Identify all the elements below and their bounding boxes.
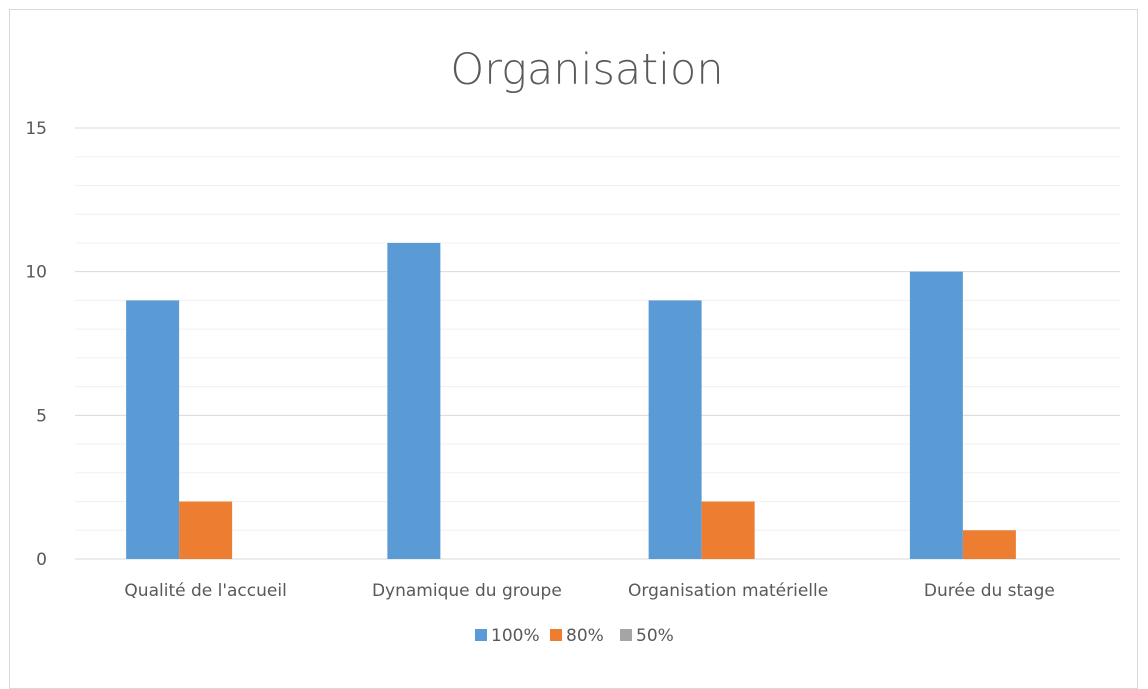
bar-chart: Organisation 0 5 10 15 Qualité de l'accueil…	[25, 45, 1120, 646]
legend-label: 80%	[566, 626, 604, 646]
bar-100pct-2	[648, 300, 702, 559]
x-category-label: Qualité de l'accueil	[124, 581, 286, 601]
bar-80pct-0	[179, 501, 233, 559]
legend-swatch	[475, 629, 487, 641]
y-tick-label: 15	[25, 119, 47, 139]
legend: 100% 80% 50%	[475, 626, 674, 646]
y-tick-label: 0	[36, 550, 47, 570]
legend-label: 100%	[491, 626, 540, 646]
bar-100pct-0	[126, 300, 180, 559]
legend-swatch	[550, 629, 562, 641]
y-tick-label: 5	[36, 406, 47, 426]
bars	[126, 242, 1016, 559]
x-category-label: Durée du stage	[924, 581, 1055, 601]
bar-80pct-3	[962, 530, 1016, 559]
y-tick-label: 10	[25, 263, 47, 283]
legend-label: 50%	[636, 626, 674, 646]
x-category-label: Dynamique du groupe	[372, 581, 562, 601]
bar-100pct-1	[387, 242, 441, 559]
x-axis-category-labels: Qualité de l'accueil Dynamique du groupe O…	[124, 581, 1054, 601]
bar-80pct-2	[701, 501, 755, 559]
gridlines	[75, 127, 1120, 560]
chart-title: Organisation	[450, 45, 723, 95]
bar-100pct-3	[909, 271, 963, 559]
y-axis-tick-labels: 0 5 10 15	[25, 119, 47, 570]
legend-swatch	[620, 629, 632, 641]
x-category-label: Organisation matérielle	[628, 581, 828, 601]
